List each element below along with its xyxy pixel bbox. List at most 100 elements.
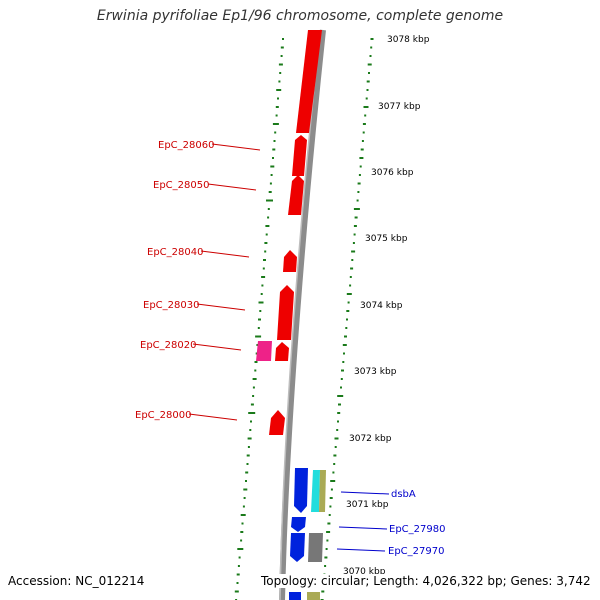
gc-mark <box>329 497 333 499</box>
gene-feature-epc28030[interactable] <box>277 285 294 340</box>
gc-mark <box>280 46 284 49</box>
gene-feature-epc28060[interactable] <box>292 135 307 176</box>
gc-mark <box>270 165 275 168</box>
gc-mark <box>242 505 245 508</box>
gc-mark <box>337 412 341 414</box>
kbp-label: 3072 kbp <box>349 434 392 444</box>
gc-mark <box>278 63 283 66</box>
gene-label-epc28040[interactable]: EpC_28040 <box>147 247 203 258</box>
gc-mark <box>264 242 268 244</box>
gc-mark <box>259 310 262 312</box>
gc-mark <box>250 420 252 423</box>
kbp-label: 3073 kbp <box>354 367 397 377</box>
topology-text: Topology: circular; Length: 4,026,322 bp… <box>261 574 591 588</box>
gc-mark <box>282 38 284 40</box>
gc-mark <box>245 480 247 482</box>
gc-mark <box>344 335 347 338</box>
gene-label-dsba[interactable]: dsbA <box>391 489 416 500</box>
gc-mark <box>365 97 368 100</box>
gene-feature-epc28020-forward[interactable] <box>275 342 289 361</box>
gc-mark <box>351 250 356 253</box>
gene-feature-epc28000[interactable] <box>269 410 285 435</box>
gc-mark <box>258 301 264 304</box>
kbp-scale: 3078 kbp 3077 kbp 3076 kbp 3075 kbp 3074… <box>343 35 430 577</box>
gc-mark <box>330 488 333 491</box>
gc-mark <box>238 556 241 559</box>
gene-feature-large-forward[interactable] <box>296 30 322 133</box>
gc-mark <box>258 318 261 321</box>
gc-mark <box>330 480 336 482</box>
gc-mark <box>325 548 328 550</box>
gene-feature-epc28050[interactable] <box>288 175 304 215</box>
gc-mark <box>362 123 366 125</box>
gc-mark <box>246 454 250 457</box>
kbp-label: 3077 kbp <box>378 102 421 112</box>
gc-mark <box>261 284 264 287</box>
gc-mark <box>345 327 348 329</box>
gc-mark <box>272 123 279 125</box>
gene-label-epc28050[interactable]: EpC_28050 <box>153 180 209 191</box>
gc-mark <box>337 395 344 397</box>
gc-mark <box>252 386 255 389</box>
gc-mark <box>360 148 364 151</box>
gene-label-epc28060[interactable]: EpC_28060 <box>158 140 214 151</box>
gc-mark <box>265 225 270 227</box>
gc-mark <box>341 369 344 372</box>
gc-mark <box>255 335 262 338</box>
gc-mark <box>269 182 272 185</box>
gene-label-epc27980[interactable]: EpC_27980 <box>389 524 445 535</box>
gc-mark <box>328 514 331 516</box>
kbp-label: 3070 kbp <box>343 567 386 577</box>
gene-labels-left: EpC_28060 EpC_28050 EpC_28040 EpC_28030 … <box>135 140 261 421</box>
gc-mark <box>347 301 350 304</box>
gene-feature-gray[interactable] <box>308 533 323 562</box>
gc-mark <box>364 114 367 117</box>
gene-features <box>256 30 326 600</box>
gc-mark <box>250 403 254 406</box>
gc-mark <box>272 157 274 159</box>
gc-mark <box>270 174 273 176</box>
gene-feature-blue-bottom[interactable] <box>289 592 301 600</box>
gene-feature-dsba-olive[interactable] <box>319 470 326 512</box>
gene-feature-dsba-cyan[interactable] <box>311 470 320 512</box>
gc-mark <box>342 361 345 363</box>
gc-mark <box>338 403 341 406</box>
gc-mark <box>346 318 348 321</box>
kbp-label: 3074 kbp <box>360 301 403 311</box>
gc-mark <box>272 148 276 151</box>
gc-mark <box>337 420 339 423</box>
gene-label-epc27970[interactable]: EpC_27970 <box>388 546 444 557</box>
gc-mark <box>275 106 279 108</box>
gene-feature-epc28020-pink[interactable] <box>256 341 272 361</box>
gc-mark <box>275 114 278 117</box>
gc-mark <box>264 250 267 253</box>
gc-mark <box>353 225 357 227</box>
gc-mark <box>349 284 352 287</box>
gc-mark <box>346 310 350 312</box>
gc-mark <box>370 46 373 49</box>
gene-feature-epc27980[interactable] <box>291 517 306 532</box>
gene-label-epc28000[interactable]: EpC_28000 <box>135 410 191 421</box>
gc-mark <box>260 293 263 295</box>
gc-mark <box>350 267 354 270</box>
gc-mark <box>366 80 370 83</box>
kbp-label: 3076 kbp <box>371 168 414 178</box>
gene-label-epc28020[interactable]: EpC_28020 <box>140 340 196 351</box>
gc-mark <box>362 131 365 134</box>
gc-mark <box>366 89 369 91</box>
gene-feature-epc27970[interactable] <box>290 533 305 562</box>
gc-mark <box>279 72 282 74</box>
gc-mark <box>262 267 265 270</box>
gc-mark <box>277 97 279 100</box>
gene-feature-dsba-reverse[interactable] <box>294 468 308 513</box>
gene-label-epc28030[interactable]: EpC_28030 <box>143 300 199 311</box>
gc-mark <box>349 276 352 278</box>
gc-mark <box>255 352 258 355</box>
gc-mark <box>346 293 352 295</box>
gc-mark <box>353 233 356 236</box>
gc-mark <box>340 386 342 389</box>
gene-feature-olive-bottom[interactable] <box>307 592 320 600</box>
gc-mark <box>343 352 345 355</box>
gc-mark <box>243 497 246 499</box>
gene-feature-epc28040[interactable] <box>283 250 297 272</box>
